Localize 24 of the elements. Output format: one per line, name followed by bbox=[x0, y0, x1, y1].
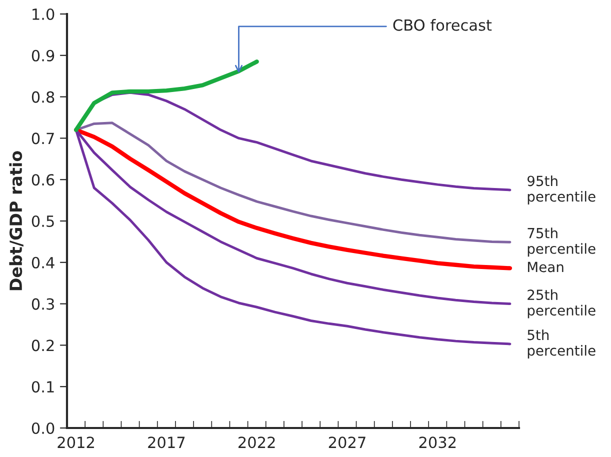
y-tick-label: 0.4 bbox=[32, 256, 54, 268]
series-label: 5th percentile bbox=[528, 329, 596, 358]
y-tick-label: 1.0 bbox=[32, 8, 54, 20]
y-tick-label: 0.9 bbox=[32, 50, 54, 62]
y-tick-label: 0.7 bbox=[32, 132, 54, 144]
y-tick-label: 0.3 bbox=[32, 298, 54, 310]
y-axis-title: Debt/GDP ratio bbox=[9, 151, 24, 290]
y-tick-label: 0.5 bbox=[32, 215, 54, 228]
y-tick-label: 0.8 bbox=[32, 91, 54, 103]
annotation: CBO forecast bbox=[393, 19, 492, 31]
x-tick-label: 2017 bbox=[148, 436, 185, 448]
y-tick-label: 0.0 bbox=[32, 422, 54, 434]
x-tick-label: 2032 bbox=[419, 436, 456, 448]
series-label: 75th percentile bbox=[528, 228, 596, 257]
series-label: 95th percentile bbox=[528, 175, 596, 204]
y-tick-label: 0.2 bbox=[32, 340, 54, 352]
y-tick-label: 0.6 bbox=[32, 174, 54, 186]
x-tick-label: 2022 bbox=[238, 436, 275, 448]
series-label: Mean bbox=[528, 262, 564, 272]
series-label: 25th percentile bbox=[528, 289, 596, 318]
line-series bbox=[74, 60, 259, 132]
x-tick-label: 2027 bbox=[328, 436, 366, 448]
y-tick-label: 0.1 bbox=[32, 381, 54, 393]
x-tick-label: 2012 bbox=[58, 436, 94, 448]
